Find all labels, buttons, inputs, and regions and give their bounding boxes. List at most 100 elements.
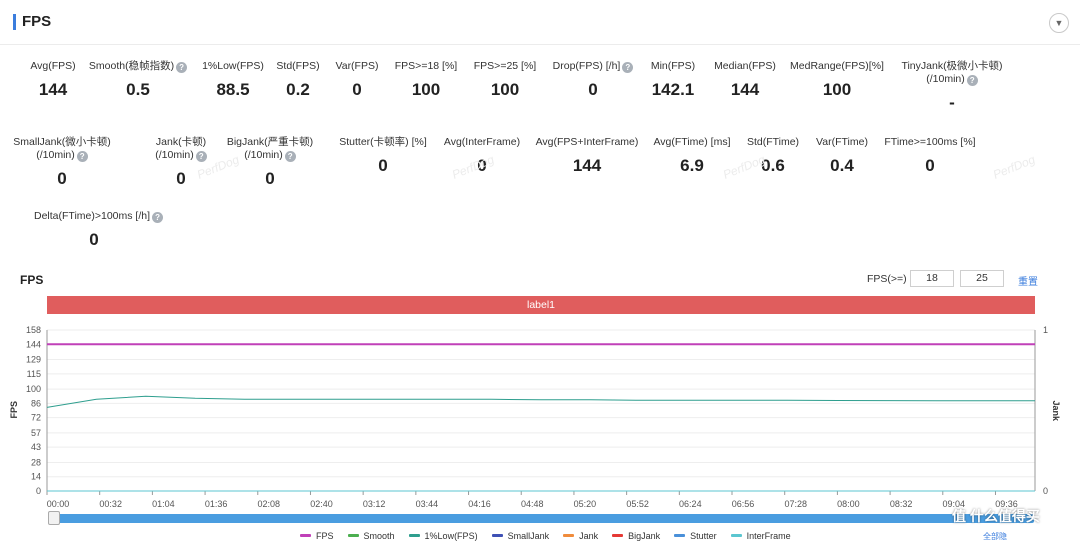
metric-label-text: Stutter(卡顿率) [%]	[339, 136, 427, 148]
metric-value: 144	[572, 156, 602, 175]
metric-row1-7: Drop(FPS) [/h]? 0	[533, 60, 653, 100]
metric-unit-text: (/10min)	[155, 149, 194, 161]
metric-label: FTime>=100ms [%]	[870, 136, 990, 149]
legend-swatch	[300, 534, 311, 537]
y-tick-label: 28	[31, 457, 41, 467]
metric-row3-0: Delta(FTime)>100ms [/h]? 0	[34, 210, 164, 250]
metric-row1-0: Avg(FPS) 144	[0, 60, 113, 100]
metric-label-text: TinyJank(极微小卡顿)	[901, 60, 1003, 72]
metric-value: 0.4	[830, 156, 854, 175]
y-tick-label: 57	[31, 428, 41, 438]
metric-label: Avg(InterFrame)	[422, 136, 542, 149]
y-tick-label: 144	[26, 339, 41, 349]
legend-swatch	[491, 534, 503, 537]
legend-swatch	[563, 534, 575, 537]
metric-label-text: Delta(FTime)>100ms [/h]	[34, 210, 151, 222]
y-tick-label: 129	[26, 355, 41, 365]
x-tick-label: 00:32	[99, 499, 122, 509]
help-icon[interactable]: ?	[152, 212, 164, 223]
metric-value: 0	[477, 156, 487, 175]
metric-value: 144	[38, 80, 68, 99]
help-icon[interactable]: ?	[284, 151, 296, 162]
metric-label: MedRange(FPS)[%]	[777, 60, 897, 73]
metric-label-text: FTime>=100ms [%]	[884, 136, 976, 148]
metric-label-text: Min(FPS)	[650, 60, 696, 72]
y-tick-label: 14	[31, 472, 41, 482]
metric-label: FPS>=25 [%]	[445, 60, 565, 73]
metric-label: BigJank(严重卡顿)	[210, 136, 330, 149]
metric-label-text: Var(FTime)	[816, 136, 868, 148]
y2-tick-label: 0	[1043, 486, 1048, 496]
metric-value: 0	[176, 169, 186, 188]
metric-unit-text: (/10min)	[926, 73, 965, 85]
watermark: PerfDog	[990, 152, 1038, 182]
help-icon[interactable]: ?	[176, 62, 188, 73]
legend-item[interactable]: Stutter	[674, 531, 717, 541]
x-tick-label: 02:40	[310, 499, 333, 509]
collapse-chevron-icon[interactable]: ▼	[1049, 13, 1069, 33]
legend-item[interactable]: Smooth	[347, 531, 395, 541]
metric-value: -	[949, 93, 955, 112]
help-icon[interactable]: ?	[966, 75, 978, 86]
metric-row1-9: Median(FPS) 144	[685, 60, 805, 100]
metric-row1-6: FPS>=25 [%] 100	[445, 60, 565, 100]
metric-row1-1: Smooth(稳帧指数)? 0.5	[78, 60, 198, 100]
legend-label: FPS	[316, 530, 334, 541]
threshold-label: FPS(>=)	[867, 273, 907, 285]
legend-swatch	[730, 534, 742, 537]
metric-label-text: Drop(FPS) [/h]	[552, 60, 621, 72]
metric-row1-2: 1%Low(FPS) 88.5	[173, 60, 293, 100]
x-tick-label: 03:44	[416, 499, 439, 509]
legend-swatch	[347, 534, 359, 537]
metric-row2-6: Avg(FTime) [ms] 6.9	[632, 136, 752, 176]
metric-value: 0	[265, 169, 275, 188]
metric-label-unit: (/10min)?	[210, 149, 330, 162]
metric-row2-7: Std(FTime) 0.6	[713, 136, 833, 176]
y-tick-label: 0	[36, 486, 41, 496]
metric-label: Stutter(卡顿率) [%]	[323, 136, 443, 149]
metric-label: Min(FPS)	[613, 60, 733, 73]
metric-row1-10: MedRange(FPS)[%] 100	[777, 60, 897, 100]
metric-label-text: SmallJank(微小卡顿)	[13, 136, 111, 148]
y-tick-label: 100	[26, 384, 41, 394]
metric-row2-3: Stutter(卡顿率) [%] 0	[323, 136, 443, 176]
legend-item[interactable]: Jank	[563, 531, 598, 541]
threshold-input-1[interactable]: 18	[910, 270, 954, 287]
help-icon[interactable]: ?	[622, 62, 634, 73]
metric-label: Avg(FPS+InterFrame)	[527, 136, 647, 149]
legend-item[interactable]: SmallJank	[491, 531, 549, 541]
time-range-slider[interactable]	[48, 514, 1034, 523]
legend-item[interactable]: InterFrame	[730, 530, 791, 541]
show-all-toggle[interactable]: 全部隐	[983, 532, 1007, 541]
metric-label-unit: (/10min)?	[2, 149, 122, 162]
metric-label-unit: (/10min)?	[892, 73, 1012, 86]
help-icon[interactable]: ?	[76, 151, 88, 162]
label-band[interactable]: label1	[47, 296, 1035, 314]
slider-handle[interactable]	[48, 511, 60, 525]
y-tick-label: 158	[26, 325, 41, 335]
legend-item[interactable]: FPS	[300, 531, 334, 541]
legend-swatch	[408, 534, 420, 537]
legend-label: BigJank	[628, 530, 661, 541]
x-tick-label: 03:12	[363, 499, 386, 509]
legend-item[interactable]: 1%Low(FPS)	[408, 531, 478, 541]
metric-row2-1: Jank(卡顿) (/10min)? 0	[121, 136, 241, 189]
metric-label: Std(FTime)	[713, 136, 833, 149]
x-tick-label: 00:00	[47, 499, 70, 509]
metric-value: 88.5	[216, 80, 250, 99]
threshold-input-2[interactable]: 25	[960, 270, 1004, 287]
legend-item[interactable]: BigJank	[612, 531, 660, 541]
x-tick-label: 01:04	[152, 499, 175, 509]
metric-label-text: Avg(InterFrame)	[443, 136, 521, 148]
reset-button[interactable]: 重置	[1018, 277, 1038, 288]
x-tick-label: 06:56	[732, 499, 755, 509]
legend-label: InterFrame	[746, 530, 791, 541]
metric-value: 0.5	[126, 80, 150, 99]
header-divider	[0, 44, 1080, 45]
help-icon[interactable]: ?	[195, 151, 207, 162]
metric-label: Var(FPS)	[297, 60, 417, 73]
metric-value: 0	[925, 156, 935, 175]
metric-label: Median(FPS)	[685, 60, 805, 73]
y-axis-title: FPS	[9, 401, 19, 419]
y2-tick-label: 1	[1043, 325, 1048, 335]
